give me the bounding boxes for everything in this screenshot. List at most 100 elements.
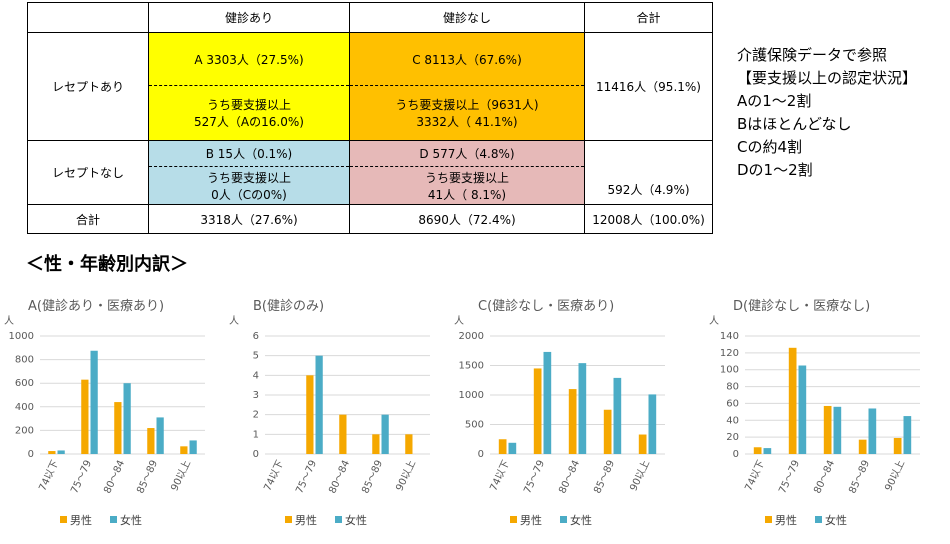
- row-label: 合計: [27, 204, 149, 234]
- legend-swatch: [60, 516, 67, 523]
- y-tick-label: 1000: [459, 390, 484, 401]
- y-tick-label: 60: [726, 398, 739, 409]
- legend-swatch: [335, 516, 342, 523]
- y-tick-label: 3: [253, 390, 259, 401]
- section-heading: ＜性・年齢別内訳＞: [26, 254, 188, 275]
- x-tick-label: 90以上: [169, 458, 194, 493]
- chart-a: A(健診あり・医療あり) 人 0 200 400 600 800 1000 74以下 75～79 8…: [0, 290, 215, 544]
- y-tick-label: 1: [253, 429, 259, 440]
- y-tick-label: 200: [15, 425, 34, 436]
- corner-cell: [27, 2, 149, 33]
- chart-title: A(健診あり・医療あり): [28, 298, 164, 314]
- bar-female: [189, 440, 197, 454]
- y-tick-label: 40: [726, 415, 739, 426]
- chart-c-svg: C(健診なし・医療あり) 人 0 500 1000 1500 2000 74以下 75～79 80…: [454, 298, 665, 527]
- y-tick-label: 0: [28, 449, 34, 460]
- legend-label: 男性: [295, 513, 317, 527]
- bar-female: [381, 414, 389, 454]
- y-tick-label: 0: [253, 449, 259, 460]
- y-tick-label: 1000: [9, 331, 34, 342]
- note-line: Cの約4割: [737, 138, 803, 156]
- x-tick-label: 85～89: [360, 459, 385, 496]
- x-tick-label: 75～79: [777, 459, 802, 496]
- grand-total: 12008人（100.0%): [584, 204, 713, 234]
- bar-female: [648, 394, 657, 454]
- x-tick-label: 74以下: [743, 459, 767, 493]
- x-tick-label: 80～84: [557, 459, 582, 496]
- legend-swatch: [560, 516, 567, 523]
- cell-b-count: B 15人（0.1%): [205, 147, 293, 162]
- bar-male: [405, 434, 413, 454]
- bar-female: [315, 355, 323, 454]
- x-tick-label: 80～84: [102, 459, 127, 496]
- legend-label: 女性: [825, 513, 847, 527]
- bar-female: [903, 416, 912, 454]
- y-tick-label: 100: [720, 365, 739, 376]
- note-line: Bはほとんどなし: [737, 115, 852, 133]
- bar-male: [753, 447, 762, 454]
- note-line: 【要支援以上の認定状況】: [737, 69, 918, 87]
- bar-male: [498, 439, 507, 454]
- bar-female: [508, 442, 517, 454]
- x-tick-label: 74以下: [488, 459, 512, 493]
- bar-female: [57, 450, 65, 454]
- y-tick-label: 4: [253, 370, 259, 381]
- col-header: 健診あり: [148, 2, 350, 33]
- x-tick-label: 80～84: [327, 459, 352, 496]
- legend-swatch: [285, 516, 292, 523]
- y-tick-label: 140: [720, 331, 739, 342]
- cell-d-count: D 577人（4.8%): [419, 147, 515, 162]
- cell-a-count: A 3303人（27.5%): [194, 52, 304, 67]
- legend-swatch: [510, 516, 517, 523]
- x-tick-label: 75～79: [69, 459, 94, 496]
- x-tick-label: 80～84: [812, 459, 837, 496]
- chart-b-svg: B(健診のみ) 人 0 1 2 3 4 5 6 74以下 75～79 80～84 85～89 90以上男性…: [229, 298, 430, 527]
- bar-female: [90, 350, 98, 454]
- cell-c-count: C 8113人（67.6%): [412, 52, 522, 67]
- bar-male: [180, 446, 188, 454]
- x-tick-label: 74以下: [37, 459, 61, 493]
- total-col2: 8690人（72.4%): [349, 204, 585, 234]
- chart-b: B(健診のみ) 人 0 1 2 3 4 5 6 74以下 75～79 80～84 85～89 90以上 男性…: [225, 290, 440, 544]
- y-tick-label: 0: [733, 449, 739, 460]
- bar-male: [603, 409, 612, 454]
- legend-label: 男性: [775, 513, 797, 527]
- x-tick-label: 85～89: [592, 459, 617, 496]
- row-total: 11416人（95.1%): [584, 32, 713, 141]
- y-tick-label: 20: [726, 432, 739, 443]
- legend-swatch: [110, 516, 117, 523]
- bar-female: [833, 406, 842, 454]
- x-tick-label: 90以上: [394, 458, 419, 493]
- y-tick-label: 1500: [459, 361, 484, 372]
- chart-d: D(健診なし・医療なし) 人 0 20 40 60 80 100 120 140 74以下 75～79…: [705, 290, 930, 544]
- y-tick-label: 5: [253, 351, 259, 362]
- bar-female: [156, 417, 164, 454]
- bar-male: [893, 437, 902, 454]
- legend-swatch: [815, 516, 822, 523]
- bar-male: [114, 402, 122, 454]
- x-tick-label: 74以下: [262, 459, 286, 493]
- legend-label: 男性: [520, 513, 542, 527]
- cell-b: B 15人（0.1%) うち要支援以上 0人（Cの0%): [148, 140, 350, 205]
- y-tick-label: 80: [726, 382, 739, 393]
- y-tick-label: 2: [253, 410, 259, 421]
- x-tick-label: 75～79: [294, 459, 319, 496]
- note-line: Dの1～2割: [737, 161, 813, 179]
- y-tick-label: 800: [15, 355, 34, 366]
- col-header: 合計: [584, 2, 713, 33]
- chart-title: D(健診なし・医療なし): [733, 298, 870, 314]
- legend-label: 女性: [120, 513, 142, 527]
- cell-c-sub-label: うち要支援以上（9631人): [395, 98, 539, 113]
- cell-d: D 577人（4.8%) うち要支援以上 41人（ 8.1%): [349, 140, 585, 205]
- cell-c: C 8113人（67.6%) うち要支援以上（9631人) 3332人（ 41.…: [349, 32, 585, 141]
- cell-a-sub-count: 527人（Aの16.0%): [194, 115, 304, 130]
- chart-c: C(健診なし・医療あり) 人 0 500 1000 1500 2000 74以下 75～79 80…: [450, 290, 675, 544]
- note-line: 介護保険データで参照: [737, 46, 888, 64]
- bar-female: [798, 365, 807, 454]
- row-label: レセプトあり: [27, 32, 149, 141]
- bar-male: [823, 405, 832, 454]
- bar-male: [81, 379, 89, 454]
- chart-a-svg: A(健診あり・医療あり) 人 0 200 400 600 800 1000 74以下 75～79 8…: [4, 298, 205, 527]
- bar-female: [868, 408, 877, 454]
- bar-male: [788, 347, 797, 454]
